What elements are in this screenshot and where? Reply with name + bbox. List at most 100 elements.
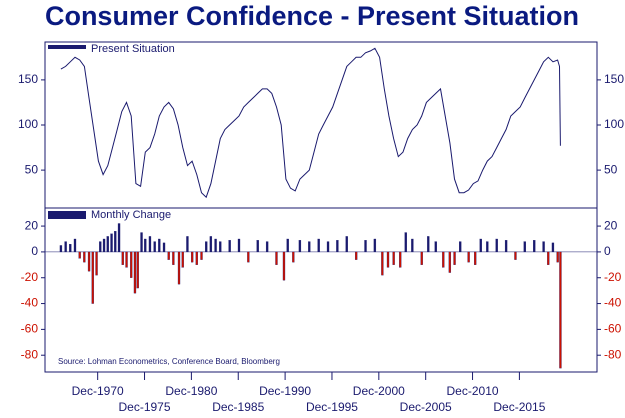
bar [373, 238, 377, 253]
bar [205, 241, 208, 253]
bar [434, 241, 437, 253]
y-tick-label: 20 [25, 218, 39, 232]
bar [181, 251, 184, 268]
bar [551, 242, 555, 253]
bar [64, 241, 67, 253]
y-tick-label: 0 [604, 244, 611, 258]
legend-label: Monthly Change [91, 209, 171, 221]
bar [167, 251, 170, 260]
bar [386, 251, 390, 268]
bar [99, 241, 102, 253]
bar [442, 251, 445, 268]
bar [504, 240, 508, 253]
bar [144, 238, 147, 253]
bar [87, 251, 91, 272]
bar [542, 241, 545, 253]
legend-swatch [48, 45, 86, 49]
bottom-frame [44, 207, 598, 373]
bar [158, 238, 161, 253]
y-tick-label: -20 [21, 270, 39, 284]
bar [256, 240, 259, 253]
bar [177, 251, 181, 285]
bar [83, 251, 86, 263]
bar [345, 236, 348, 253]
bar [514, 251, 517, 260]
bar [265, 241, 269, 253]
bar [148, 236, 152, 253]
bar [392, 251, 395, 265]
bar [78, 251, 81, 259]
x-tick-label: Dec-1975 [119, 400, 171, 414]
bar [459, 241, 462, 253]
x-tick-label: Dec-1990 [259, 384, 311, 398]
bar [95, 251, 98, 276]
bar [219, 241, 222, 253]
y-tick-label: -60 [21, 322, 39, 336]
bar [247, 251, 250, 263]
x-tick-label: Dec-1980 [165, 384, 217, 398]
bar [140, 232, 143, 253]
bar [336, 240, 339, 253]
bar [172, 251, 175, 265]
bar [399, 251, 402, 268]
bar [190, 251, 194, 263]
bar [427, 236, 430, 253]
bar [73, 238, 77, 253]
bar [282, 251, 286, 281]
bar [286, 238, 289, 253]
bar [110, 233, 113, 253]
bar [69, 244, 72, 253]
legend-swatch [48, 211, 86, 219]
y-tick-label: 0 [31, 244, 38, 258]
line [60, 47, 561, 199]
top-frame [44, 41, 598, 209]
bar [354, 251, 358, 260]
bar [495, 238, 498, 253]
bar [209, 236, 213, 253]
bar [91, 251, 94, 304]
bar [114, 231, 117, 253]
bar [474, 251, 477, 265]
x-tick-label: Dec-1995 [306, 400, 358, 414]
bar [411, 238, 414, 253]
y-tick-label: -40 [604, 296, 622, 310]
x-tick-label: Dec-1970 [72, 384, 124, 398]
y-tick-label: -40 [21, 296, 39, 310]
bar [186, 236, 189, 253]
bar [467, 251, 470, 263]
bar [448, 251, 452, 273]
y-tick-label: -80 [21, 347, 39, 361]
y-tick-label: -20 [604, 270, 622, 284]
bar [326, 241, 330, 253]
bar [533, 240, 536, 253]
bar [214, 238, 217, 253]
bar [133, 251, 137, 294]
x-tick-label: Dec-2005 [400, 400, 452, 414]
y-tick-label: 50 [604, 162, 618, 176]
bar [298, 240, 302, 253]
x-tick-label: Dec-1985 [212, 400, 264, 414]
bar [200, 251, 203, 260]
bar [523, 241, 526, 253]
bar [420, 251, 423, 265]
bar [59, 245, 63, 253]
legend-label: Present Situation [91, 43, 175, 55]
x-tick-label: Dec-2000 [353, 384, 405, 398]
y-tick-label: 150 [604, 72, 624, 86]
y-tick-label: -60 [604, 322, 622, 336]
bar [453, 251, 456, 265]
bar [130, 251, 133, 278]
bar [106, 236, 109, 253]
bar [162, 242, 166, 253]
bar [228, 240, 231, 253]
bar [237, 238, 241, 253]
bar [308, 241, 311, 253]
bar [117, 223, 121, 253]
bar [486, 241, 489, 253]
bar [364, 240, 367, 253]
bar [102, 238, 106, 253]
bar [404, 232, 407, 253]
bar [292, 251, 295, 263]
x-tick-label: Dec-2015 [493, 400, 545, 414]
bar [556, 251, 559, 263]
